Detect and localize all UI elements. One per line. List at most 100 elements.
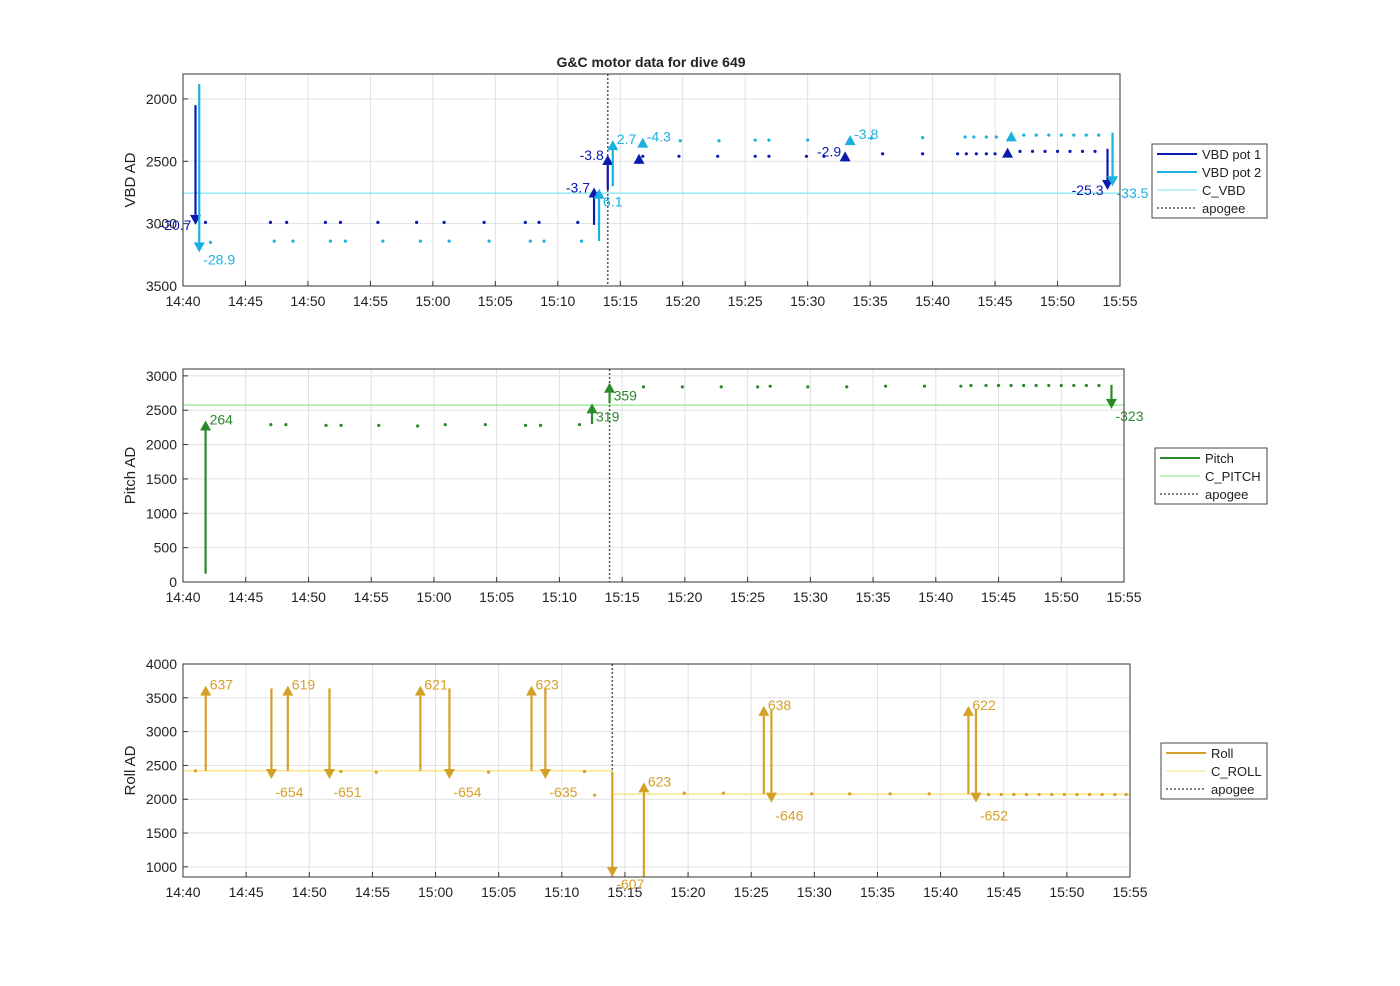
data-point	[1075, 792, 1079, 797]
plots-group: 14:40 14:45 14:50 14:55 15:00 15:05 15:10 15:15…	[122, 73, 1268, 900]
y-tick-label: 1500	[146, 825, 177, 841]
data-point	[339, 423, 343, 427]
move-label: -607	[616, 876, 644, 892]
subplot-pitch: 14:40 14:45 14:50 14:55 15:00 15:05 15:10 15:15…	[122, 368, 1268, 605]
move-arrow-head	[593, 188, 605, 199]
data-point	[447, 239, 451, 243]
x-tick-label: 15:15	[607, 884, 642, 900]
data-point	[203, 220, 208, 224]
x-tick-label: 15:55	[1102, 293, 1137, 309]
data-point	[927, 792, 931, 796]
y-tick-label: 2500	[146, 153, 177, 169]
data-point	[1062, 792, 1066, 797]
data-point	[1084, 133, 1088, 137]
data-point	[593, 793, 597, 797]
x-tick-label: 14:45	[228, 293, 263, 309]
move-label: 319	[596, 408, 620, 424]
y-tick-label: 0	[169, 574, 177, 590]
y-tick-label: 3500	[146, 278, 177, 294]
data-point	[328, 239, 333, 243]
move-label: -4.3	[647, 129, 671, 145]
data-point	[538, 423, 543, 427]
y-tick-label: 4000	[146, 656, 177, 672]
move-arrow-head	[414, 685, 426, 696]
x-tick-label: 15:10	[544, 884, 579, 900]
y-tick-label: 3000	[146, 216, 177, 232]
data-point	[974, 152, 978, 156]
subplot-roll: 14:40 14:45 14:50 14:55 15:00 15:05 15:10 15:15…	[122, 656, 1268, 900]
move-arrow-head	[839, 151, 851, 162]
data-point	[1022, 133, 1026, 137]
move-label: 637	[210, 677, 234, 693]
x-tick-label: 15:30	[790, 293, 825, 309]
move-label: -651	[333, 784, 361, 800]
data-point	[1024, 792, 1029, 797]
data-point	[576, 220, 580, 224]
data-point	[680, 385, 684, 389]
data-point	[822, 154, 826, 158]
data-point	[582, 769, 587, 774]
move-arrow-head	[602, 155, 614, 166]
data-point	[753, 138, 757, 142]
plot-area	[183, 74, 1120, 286]
y-tick-label: 1000	[146, 859, 177, 875]
data-point	[416, 424, 420, 428]
data-point	[806, 385, 810, 389]
x-tick-label: 14:45	[228, 589, 263, 605]
x-tick-label: 14:50	[291, 589, 326, 605]
y-axis-label: Roll AD	[122, 745, 139, 795]
move-arrow-head	[193, 242, 205, 253]
move-label: -323	[1115, 408, 1143, 424]
move-label: -635	[549, 784, 577, 800]
data-point	[641, 154, 645, 158]
data-point	[768, 384, 772, 388]
x-tick-label: 15:10	[540, 293, 575, 309]
move-arrow-head	[844, 135, 856, 146]
data-point	[984, 135, 988, 139]
data-point	[963, 135, 967, 139]
x-tick-label: 15:00	[416, 589, 451, 605]
x-tick-label: 14:50	[290, 293, 325, 309]
data-point	[682, 791, 686, 795]
data-point	[986, 792, 991, 797]
legend-entry: C_PITCH	[1205, 469, 1261, 484]
legend-entry: VBD pot 1	[1202, 147, 1261, 162]
data-point	[443, 423, 447, 427]
x-tick-label: 15:25	[730, 589, 765, 605]
data-point	[1100, 792, 1104, 797]
data-point	[1080, 149, 1085, 153]
data-point	[959, 384, 963, 388]
data-point	[1050, 792, 1054, 797]
legend-box	[1151, 143, 1268, 219]
x-tick-label: 15:40	[915, 293, 950, 309]
move-arrow-head	[586, 403, 598, 414]
x-tick-label: 15:15	[605, 589, 640, 605]
data-point	[921, 136, 925, 140]
move-arrow-head	[1107, 176, 1119, 187]
move-arrow-head	[282, 685, 294, 696]
x-tick-label: 15:40	[918, 589, 953, 605]
move-label: -652	[980, 808, 1008, 824]
data-point	[984, 152, 988, 156]
move-arrow-head	[265, 768, 277, 779]
move-label: 622	[972, 697, 996, 713]
move-label: 359	[614, 388, 638, 404]
data-point	[523, 423, 528, 427]
data-point	[442, 220, 446, 224]
data-point	[716, 154, 720, 158]
data-point	[1009, 383, 1013, 388]
x-tick-label: 14:55	[353, 293, 388, 309]
data-point	[955, 152, 960, 156]
data-point	[269, 423, 273, 427]
x-tick-label: 14:55	[355, 884, 390, 900]
x-tick-label: 15:35	[853, 293, 888, 309]
figure-title: G&C motor data for dive 649	[556, 54, 745, 70]
data-point	[377, 423, 381, 427]
move-label: -20.7	[160, 217, 192, 233]
y-tick-label: 2500	[146, 402, 177, 418]
legend-entry: C_VBD	[1202, 183, 1245, 198]
x-tick-label: 14:45	[229, 884, 264, 900]
move-arrow-head	[607, 140, 619, 151]
data-point	[376, 220, 380, 224]
x-tick-label: 15:40	[923, 884, 958, 900]
